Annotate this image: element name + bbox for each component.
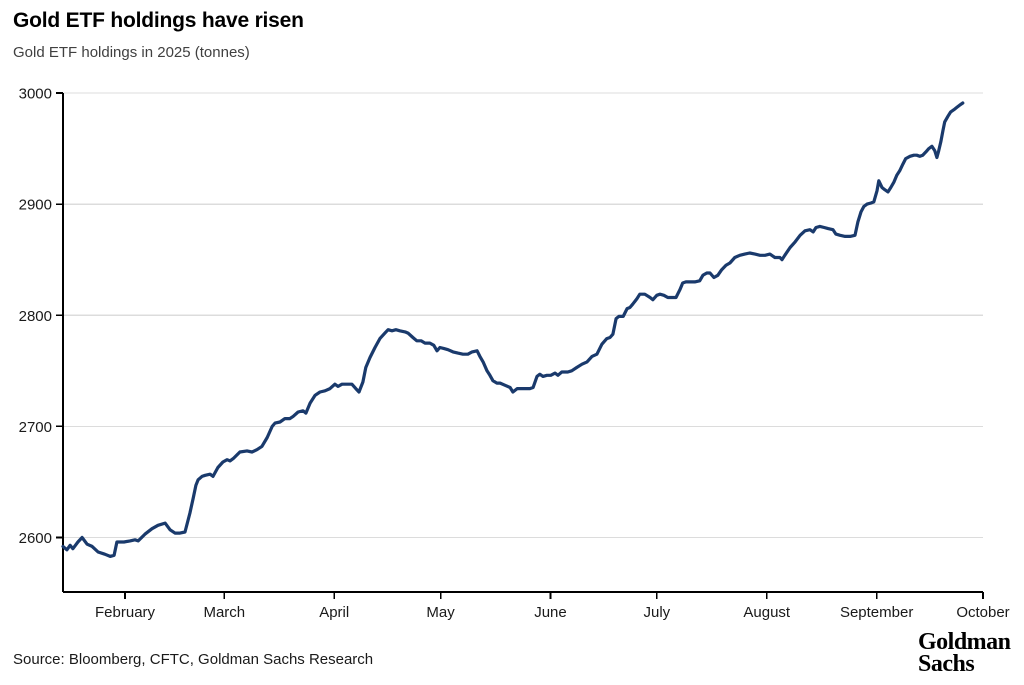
x-tick-label: April <box>319 604 349 621</box>
x-axis: February March April May June July August Septe… <box>63 591 1010 621</box>
x-tick-label: October <box>956 604 1009 621</box>
gold-etf-holdings-line <box>61 101 965 559</box>
x-tick-label: July <box>643 604 670 621</box>
x-tick-label: August <box>743 604 791 621</box>
y-tick-label: 2900 <box>19 197 52 214</box>
x-tick-label: March <box>203 604 245 621</box>
y-tick-label: 2600 <box>19 530 52 547</box>
x-tick-label: May <box>426 604 455 621</box>
x-tick-label: September <box>840 604 913 621</box>
y-tick-label: 3000 <box>19 86 52 103</box>
x-tick-label: February <box>95 604 156 621</box>
source-attribution: Source: Bloomberg, CFTC, Goldman Sachs R… <box>13 651 374 668</box>
y-tick-label: 2800 <box>19 308 52 325</box>
x-tick-label: June <box>534 604 567 621</box>
goldman-sachs-logo: Goldman Sachs <box>918 629 1011 677</box>
logo-line-1: Goldman <box>918 629 1011 655</box>
y-axis: 2600 2700 2800 2900 3000 <box>19 86 64 592</box>
chart-title: Gold ETF holdings have risen <box>13 9 304 32</box>
logo-line-2: Sachs <box>918 651 975 677</box>
y-gridlines <box>63 92 983 539</box>
chart-subtitle: Gold ETF holdings in 2025 (tonnes) <box>13 44 250 61</box>
y-tick-label: 2700 <box>19 419 52 436</box>
